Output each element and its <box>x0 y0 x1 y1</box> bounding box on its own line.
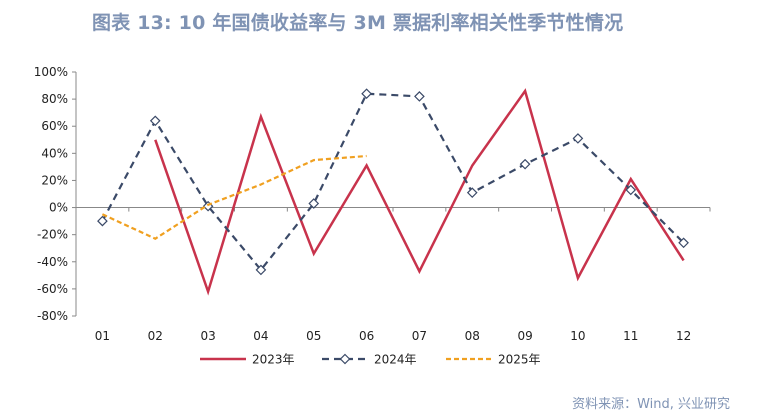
x-tick-label: 03 <box>200 329 215 343</box>
source-note: 资料来源：Wind, 兴业研究 <box>572 397 730 412</box>
legend-label: 2025年 <box>498 353 541 367</box>
data-point-2024年 <box>97 215 108 227</box>
legend-label: 2023年 <box>252 353 295 367</box>
y-tick-label: -60% <box>37 282 68 296</box>
data-point-2024年 <box>308 198 320 209</box>
x-tick-label: 10 <box>570 329 585 343</box>
y-tick-label: 40% <box>41 146 68 160</box>
x-tick-label: 07 <box>412 329 427 343</box>
data-point-2024年 <box>678 237 689 249</box>
x-tick-label: 08 <box>465 329 480 343</box>
data-point-2024年 <box>255 264 267 276</box>
y-tick-label: 80% <box>41 92 68 106</box>
x-tick-label: 09 <box>517 329 532 343</box>
data-point-2024年 <box>519 158 531 170</box>
x-tick-label: 12 <box>676 329 691 343</box>
y-tick-label: 60% <box>41 119 68 133</box>
data-point-2024年 <box>414 91 425 102</box>
y-tick-label: -40% <box>37 255 68 269</box>
data-point-2024年 <box>149 115 161 127</box>
y-tick-label: 0% <box>49 201 68 215</box>
series-line-2025年 <box>101 154 367 240</box>
series-line-2024年 <box>101 92 685 272</box>
y-tick-label: 100% <box>34 65 68 79</box>
y-tick-label: -80% <box>37 309 68 323</box>
x-tick-label: 11 <box>623 329 638 343</box>
data-point-2024年 <box>572 133 584 144</box>
x-tick-label: 02 <box>148 329 163 343</box>
x-tick-label: 05 <box>306 329 321 343</box>
x-tick-label: 04 <box>253 329 268 343</box>
data-point-2024年 <box>625 184 637 196</box>
chart-title: 图表 13: 10 年国债收益率与 3M 票据利率相关性季节性情况 <box>92 12 624 34</box>
y-tick-label: -20% <box>37 228 68 242</box>
x-tick-label: 01 <box>95 329 110 343</box>
y-tick-label: 20% <box>41 173 68 187</box>
legend-label: 2024年 <box>374 353 417 367</box>
series-line-2023年 <box>154 88 685 296</box>
legend-marker <box>339 353 351 365</box>
data-point-2024年 <box>466 187 478 198</box>
x-tick-label: 06 <box>359 329 374 343</box>
data-point-2024年 <box>361 88 372 100</box>
